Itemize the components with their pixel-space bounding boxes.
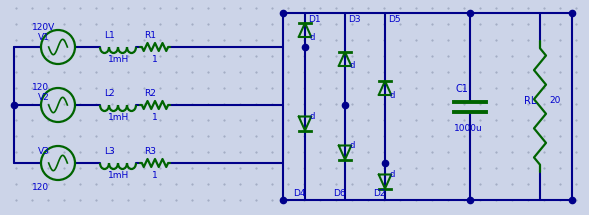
Text: 1mH: 1mH bbox=[108, 114, 129, 123]
Text: V1: V1 bbox=[38, 34, 50, 43]
Text: R1: R1 bbox=[144, 32, 156, 40]
Text: 1000u: 1000u bbox=[454, 124, 483, 133]
Text: D6: D6 bbox=[333, 189, 346, 198]
Text: d: d bbox=[389, 91, 395, 100]
Text: D2: D2 bbox=[373, 189, 385, 198]
Text: L1: L1 bbox=[104, 32, 115, 40]
Text: C1: C1 bbox=[456, 83, 469, 94]
Text: 1: 1 bbox=[152, 54, 158, 63]
Text: d: d bbox=[309, 32, 315, 41]
Text: 120V: 120V bbox=[32, 23, 55, 32]
Text: D1: D1 bbox=[308, 14, 320, 23]
Text: d: d bbox=[349, 141, 355, 150]
Text: 1mH: 1mH bbox=[108, 172, 129, 181]
Text: L3: L3 bbox=[104, 147, 115, 157]
Text: R3: R3 bbox=[144, 147, 156, 157]
Text: 20: 20 bbox=[549, 96, 560, 105]
Text: d: d bbox=[349, 61, 355, 71]
Text: V2: V2 bbox=[38, 92, 49, 101]
Text: L2: L2 bbox=[104, 89, 115, 98]
Text: 1mH: 1mH bbox=[108, 55, 129, 64]
Text: RL: RL bbox=[524, 95, 537, 106]
Text: D3: D3 bbox=[348, 14, 360, 23]
Text: 120: 120 bbox=[32, 83, 49, 92]
Text: d: d bbox=[309, 112, 315, 121]
Text: d: d bbox=[389, 170, 395, 179]
Text: R2: R2 bbox=[144, 89, 156, 98]
Text: 1: 1 bbox=[152, 170, 158, 180]
Text: D4: D4 bbox=[293, 189, 306, 198]
Text: V3: V3 bbox=[38, 147, 50, 157]
Text: 1: 1 bbox=[152, 112, 158, 121]
Text: 120: 120 bbox=[32, 183, 49, 192]
Text: D5: D5 bbox=[388, 14, 401, 23]
